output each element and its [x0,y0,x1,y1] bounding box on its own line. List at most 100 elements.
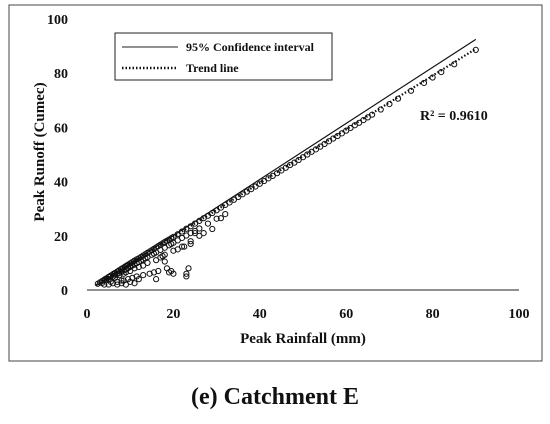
data-point [204,220,212,227]
data-point [174,231,181,238]
data-point [377,106,384,113]
data-point [222,211,229,218]
x-tick-label: 60 [339,307,353,322]
legend-label-confidence: 95% Confidence interval [186,40,315,54]
data-point [118,277,125,284]
trend-line [95,47,477,287]
data-point [248,186,255,193]
data-point [213,207,220,214]
data-point [150,269,158,276]
x-tick-label: 80 [426,307,440,322]
data-point [105,281,112,288]
legend-label-trend: Trend line [186,61,239,75]
data-point [278,167,285,174]
data-point [343,127,350,134]
data-point [196,217,203,224]
data-point [170,247,177,254]
data-point [438,69,445,76]
caption-text: Catchment E [217,384,359,410]
data-point [312,146,320,153]
data-point [187,240,194,248]
data-point [472,46,479,53]
data-point [209,225,216,233]
data-point [299,154,307,161]
data-point [347,124,354,132]
data-point [191,229,199,237]
y-tick-label: 20 [54,230,68,245]
data-point [200,229,207,237]
data-point [252,183,259,190]
data-point [174,246,181,253]
data-point [360,116,367,124]
x-tick-label: 40 [253,307,267,322]
data-point [127,278,134,285]
data-point [170,233,177,240]
data-point [183,270,190,277]
data-point [256,180,263,187]
data-point [334,132,341,140]
r-squared-annotation: R² = 0.9610 [420,109,488,124]
data-points [94,46,479,288]
data-point [178,228,186,235]
data-point [239,191,246,198]
data-point [155,267,162,275]
y-tick-label: 0 [61,284,68,299]
data-point [230,196,237,203]
data-point [226,199,233,206]
data-point [217,204,225,211]
data-point [325,138,333,145]
data-point [131,280,138,287]
data-point [364,114,371,121]
data-point [185,265,192,272]
data-point [217,215,225,222]
y-tick-label: 80 [54,67,68,82]
data-point [196,225,203,232]
plot-area: 0 20 40 60 80 100 0 20 40 60 80 100 [47,13,530,322]
legend: 95% Confidence interval Trend line [114,32,333,81]
data-point [183,273,190,280]
data-point [159,253,166,260]
data-point [338,130,345,137]
data-point [213,215,220,222]
data-point [209,209,216,217]
data-point [386,100,393,108]
data-point [282,164,289,171]
data-point [122,281,129,288]
y-axis-label: Peak Runoff (Cumec) [32,82,48,221]
data-point [429,74,436,81]
data-point [187,238,194,245]
data-point [295,156,302,164]
data-point [187,223,194,230]
data-point [114,278,121,285]
x-tick-label: 20 [166,307,180,322]
data-point [304,151,311,158]
data-point [191,220,199,227]
data-point [127,267,134,275]
x-axis-label: Peak Rainfall (mm) [240,331,366,347]
data-point [235,193,242,201]
data-point [135,263,142,271]
legend-box [114,32,333,81]
data-point [135,276,142,283]
data-point [109,280,117,287]
fit-lines [95,38,477,287]
data-point [170,270,177,277]
data-point [204,212,212,219]
data-point [161,258,168,265]
caption-label: (e) [191,384,218,410]
data-point [144,259,151,266]
data-point [153,257,160,264]
data-point [153,276,160,283]
y-tick-labels: 0 20 40 60 80 100 [47,13,68,299]
data-point [101,281,108,288]
x-tick-label: 0 [84,307,91,322]
data-point [407,87,415,94]
data-point [369,111,376,118]
data-point [146,270,153,277]
data-point [116,271,123,279]
data-point [131,265,138,272]
y-tick-label: 40 [54,176,68,191]
data-point [291,159,298,166]
data-point [317,143,324,150]
